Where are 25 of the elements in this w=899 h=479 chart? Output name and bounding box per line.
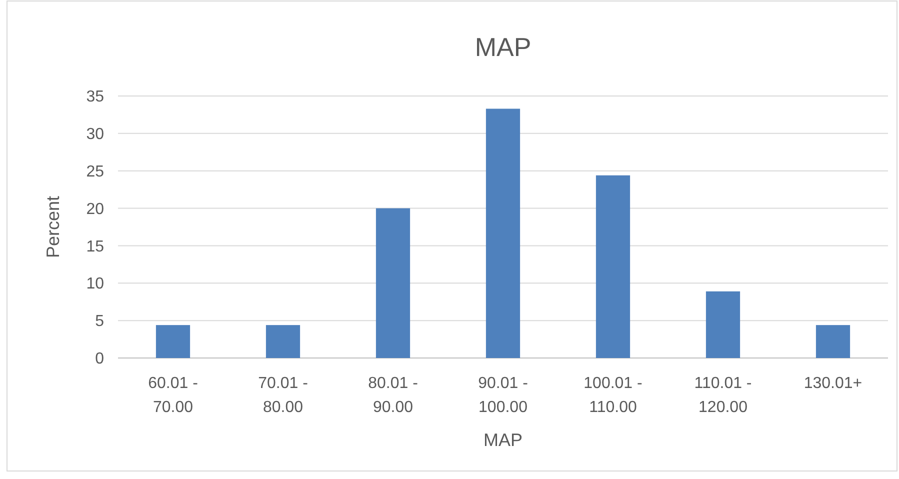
y-tick-label: 20 <box>86 200 104 218</box>
y-tick-label: 15 <box>86 238 104 256</box>
bar <box>266 325 300 358</box>
x-tick-label: 130.01+ <box>804 375 862 392</box>
y-tick-label: 25 <box>86 163 104 180</box>
x-tick-label: 60.01 - 70.00 <box>148 375 198 416</box>
y-tick-label: 5 <box>95 313 104 330</box>
x-tick-label: 110.01 - 120.00 <box>694 375 752 416</box>
bar <box>706 291 740 358</box>
y-tick-label: 35 <box>86 88 104 106</box>
y-tick-label: 30 <box>86 126 104 144</box>
bar <box>376 208 410 358</box>
x-tick-label: 90.01 - 100.00 <box>478 375 528 416</box>
bar <box>156 325 190 358</box>
bar <box>486 108 520 358</box>
chart-title: MAP <box>474 32 532 62</box>
x-axis-title: MAP <box>483 430 523 450</box>
y-axis-title: Percent <box>43 196 63 258</box>
y-tick-label: 10 <box>86 276 104 293</box>
x-tick-label: 80.01 - 90.00 <box>368 375 418 416</box>
x-tick-label: 100.01 - 110.00 <box>584 375 642 416</box>
bar <box>816 325 850 358</box>
y-tick-label: 0 <box>95 350 104 368</box>
bar <box>596 175 630 358</box>
x-tick-label: 70.01 - 80.00 <box>258 375 308 416</box>
